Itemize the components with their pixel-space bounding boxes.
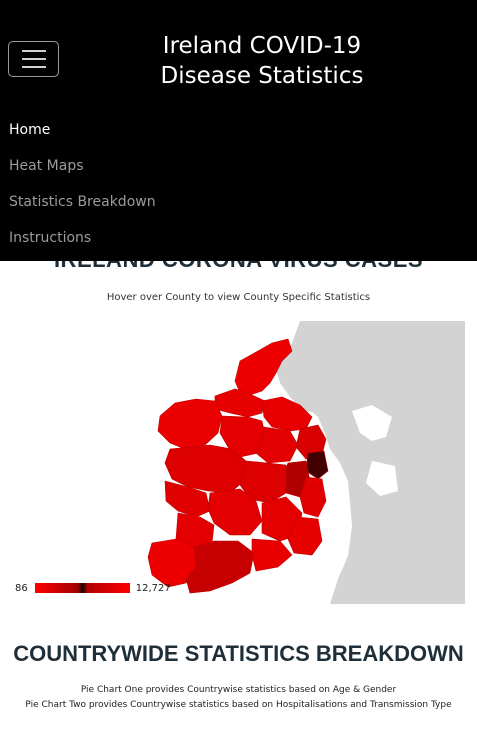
nav-link-statistics-breakdown[interactable]: Statistics Breakdown [9,194,156,210]
navbar: Ireland COVID-19 Disease Statistics Home… [0,0,477,261]
county-wicklow[interactable] [299,476,327,518]
county-clare[interactable] [164,480,211,518]
map-hint-text: Hover over County to view County Specifi… [106,292,371,303]
stats-section-title: COUNTRYWIDE STATISTICS BREAKDOWN [13,641,464,666]
nav-link-heat-maps[interactable]: Heat Maps [9,158,84,174]
county-galway[interactable] [164,444,247,494]
irish-sea [352,405,398,496]
heat-map-legend: 86 12,727 [15,581,171,595]
brand-line-2: Disease Statistics [160,63,364,89]
stats-description-line-1: Pie Chart One provides Countrywise stati… [80,685,397,695]
hamburger-line [21,58,46,60]
county-wexford[interactable] [287,516,323,556]
county-sligo-leitrim[interactable] [214,388,266,418]
legend-max-label: 12,727 [135,582,171,594]
brand-line-1: Ireland COVID-19 [162,33,362,59]
stats-description-line-2: Pie Chart Two provides Countrywise stati… [25,700,452,710]
hamburger-line [21,66,46,68]
nav-menu: Home Heat Maps Statistics Breakdown Inst… [9,118,156,262]
county-dublin[interactable] [305,450,329,480]
nav-link-instructions[interactable]: Instructions [9,230,92,246]
legend-min-label: 86 [15,582,28,594]
ireland-heat-map [0,321,477,604]
heat-map-svg [147,321,465,604]
site-brand[interactable]: Ireland COVID-19 Disease Statistics [130,31,394,91]
county-offaly-laois[interactable] [239,460,287,504]
county-kerry[interactable] [147,538,197,588]
hamburger-line [21,50,46,52]
ireland-counties[interactable] [147,338,329,594]
hamburger-menu-icon[interactable] [8,41,59,77]
nav-link-home[interactable]: Home [9,122,51,138]
county-cork[interactable] [185,540,255,594]
county-longford-westmeath[interactable] [255,426,299,464]
legend-color-scale [34,583,130,593]
county-waterford[interactable] [251,538,293,572]
northern-ireland-landmass [276,343,338,413]
county-mayo[interactable] [157,398,223,450]
county-tipperary[interactable] [207,488,263,536]
